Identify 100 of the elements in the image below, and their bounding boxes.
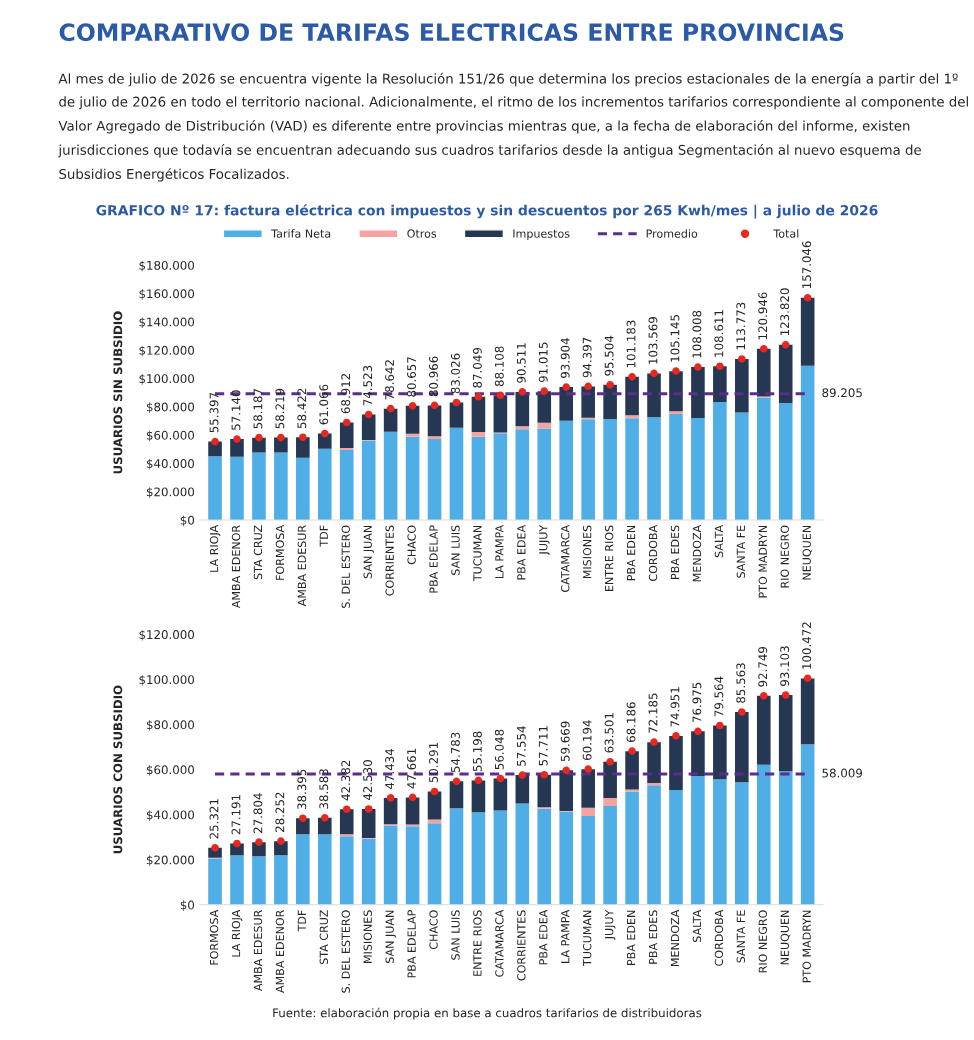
x-tick-label: TUCUMAN: [582, 910, 592, 966]
x-tick-label: MISIONES: [582, 525, 592, 579]
x-tick-label: PTO MADRYN: [802, 910, 811, 983]
y-tick-label: $120.000: [139, 345, 195, 357]
x-tick-label: PBA EDELAP: [429, 525, 438, 593]
x-tick-label: SAN JUAN: [385, 910, 396, 963]
data-label: 58.187: [253, 389, 263, 429]
y-tick-label: $140.000: [139, 317, 195, 329]
data-label: 25.321: [209, 799, 219, 839]
text: GRAFICO Nº 17: factura eléctrica con impuestos y sin descuentos por 265 Kwh/mes | a julio de 2026: [96, 204, 878, 219]
data-label: 92.749: [758, 646, 768, 687]
data-label: 68.912: [341, 373, 351, 414]
legend-label: Total: [773, 229, 799, 238]
x-tick-label: PBA EDES: [648, 910, 658, 964]
x-tick-label: RIO NEGRO: [780, 525, 789, 588]
y-tick-label: $80.000: [146, 402, 195, 413]
x-tick-label: TUCUMAN: [473, 525, 482, 582]
y-tick-label: $100.000: [139, 373, 195, 385]
x-tick-label: SANTA FE: [736, 910, 746, 963]
y-tick-label: $180.000: [139, 260, 195, 272]
data-label: 105.145: [670, 315, 680, 362]
data-label: 27.191: [231, 794, 241, 835]
data-label: 113.773: [736, 302, 746, 350]
x-tick-label: SAN LUIS: [451, 910, 460, 960]
annotation: 58.009: [822, 768, 863, 778]
x-tick-label: CATAMARCA: [561, 524, 570, 592]
data-label: 83.026: [450, 353, 460, 394]
y-tick-label: $80.000: [146, 720, 195, 731]
y-tick-label: $60.000: [146, 765, 195, 776]
data-label: 57.554: [516, 726, 526, 766]
x-tick-label: MENDOZA: [670, 909, 680, 966]
source-note: Fuente: elaboración propia en base a cuadros tarifarios de distribuidoras: [273, 1007, 702, 1020]
data-label: 57.140: [231, 390, 241, 430]
y-tick-label: $0: [180, 515, 195, 527]
data-label: 58.219: [275, 388, 285, 429]
x-tick-label: LA RIOJA: [231, 909, 243, 957]
legend-label: Tarifa Neta: [271, 229, 331, 238]
x-tick-label: SALTA: [692, 909, 702, 942]
data-label: 108.008: [692, 310, 702, 358]
data-label: 108.611: [714, 310, 724, 357]
x-tick-label: TDF: [297, 910, 306, 932]
data-label: 93.904: [560, 338, 570, 378]
legend-label: Impuestos: [513, 229, 570, 240]
x-tick-label: PBA EDEA: [517, 524, 526, 580]
data-label: 95.504: [604, 335, 614, 376]
data-label: 76.975: [692, 682, 702, 723]
data-label: 88.108: [494, 346, 504, 387]
data-label: 59.669: [560, 721, 570, 762]
x-tick-label: CATAMARCA: [495, 909, 504, 977]
data-label: 100.472: [802, 622, 812, 669]
data-label: 50.291: [429, 742, 438, 783]
data-label: 74.523: [363, 365, 373, 406]
data-label: 101.183: [626, 320, 636, 368]
data-label: 42.530: [363, 760, 373, 801]
data-label: 38.395: [297, 769, 307, 810]
x-tick-label: CHACO: [429, 910, 438, 950]
data-label: 28.252: [275, 792, 285, 832]
y-axis-title: USUARIOS SIN SUBSIDIO: [113, 311, 123, 474]
x-tick-label: JUJUY: [539, 524, 550, 556]
x-tick-label: FORMOSA: [209, 909, 219, 965]
data-label: 79.564: [714, 676, 724, 717]
x-tick-label: PBA EDEA: [539, 909, 548, 965]
x-tick-label: S. DEL ESTERO: [341, 525, 350, 608]
x-tick-label: PBA EDEN: [627, 525, 636, 581]
y-tick-label: $40.000: [146, 810, 195, 821]
y-axis-title: USUARIOS CON SUBSIDIO: [113, 685, 123, 854]
data-label: 157.046: [802, 241, 812, 289]
x-tick-label: SALTA: [714, 524, 724, 558]
data-label: 120.946: [758, 292, 768, 340]
data-label: 47.661: [407, 748, 416, 789]
data-label: 27.804: [253, 793, 263, 833]
x-tick-label: RIO NEGRO: [758, 910, 767, 973]
x-tick-label: CORRIENTES: [517, 910, 526, 981]
x-tick-label: LA PAMPA: [495, 524, 504, 579]
y-tick-label: $100.000: [139, 674, 195, 686]
data-label: 55.397: [209, 392, 219, 433]
x-tick-label: STA CRUZ: [253, 525, 263, 580]
data-label: 42.382: [341, 760, 351, 801]
data-label: 103.569: [648, 317, 658, 364]
x-tick-label: CORDOBA: [648, 524, 658, 581]
data-label: 90.511: [516, 343, 526, 383]
x-tick-label: NEUQUEN: [780, 910, 791, 965]
x-tick-label: SAN JUAN: [363, 525, 374, 579]
data-label: 74.951: [670, 687, 680, 727]
data-label: 60.194: [582, 720, 592, 760]
y-tick-label: $20.000: [146, 855, 195, 866]
x-tick-label: CHACO: [407, 525, 416, 565]
data-label: 94.397: [582, 337, 592, 378]
data-label: 61.066: [319, 384, 329, 425]
data-label: 80.657: [407, 357, 416, 397]
x-tick-label: PTO MADRYN: [758, 525, 767, 598]
x-tick-label: AMBA EDESUR: [297, 525, 307, 607]
data-label: 38.583: [319, 769, 329, 809]
chart-subtitle: Al mes de julio de 2026 se encuentra vigente la Resolución 151/26 que determina los precios estacionales de la energía a partir del 1º de julio de 2026 en todo el territorio nacional. Adicionalmente, el ritmo de los incrementos tarifarios correspondiente al componente del Valor Agregado de Distribución (VAD) es diferente entre provincias mientras que, a la fecha de elaboración del informe, existen jurisdicciones que todavía se encuentran adecuando sus cuadros tarifarios desde la antigua Segmentación al nuevo esquema de Subsidios Energéticos Focalizados.: [58, 72, 968, 182]
data-label: 85.563: [736, 663, 746, 703]
x-tick-label: JUJUY: [605, 909, 616, 940]
y-tick-label: $60.000: [146, 430, 195, 442]
y-tick-label: $20.000: [146, 487, 195, 498]
x-tick-label: AMBA EDESUR: [253, 909, 263, 992]
legend-label: Promedio: [646, 229, 698, 238]
